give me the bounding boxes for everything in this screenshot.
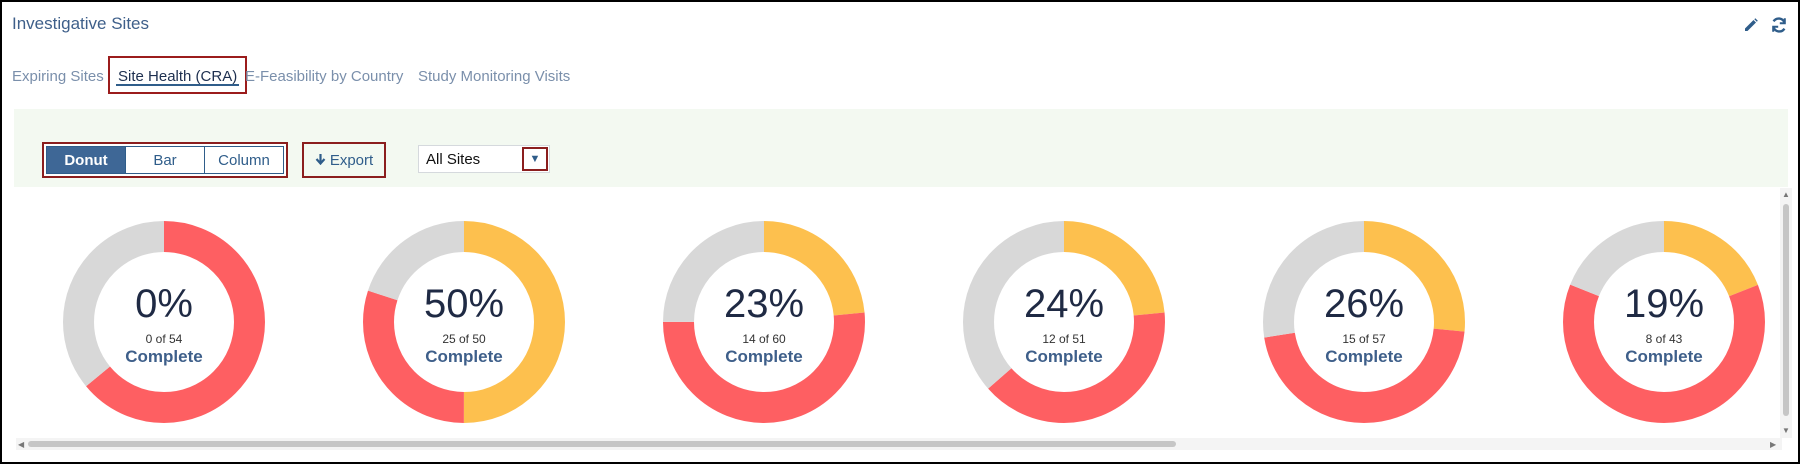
horizontal-scrollbar[interactable]: ◀ ▶ [16, 438, 1782, 450]
donut-chart: 0% 0 of 54 Complete [46, 204, 282, 438]
pencil-icon[interactable] [1740, 14, 1762, 36]
export-label: Export [329, 151, 374, 169]
donut-segment-red[interactable] [663, 221, 865, 423]
donut-segment-grey[interactable] [1563, 221, 1765, 423]
chart-type-toggle: Donut Bar Column [42, 142, 288, 178]
tab-e-feasibility-by-country[interactable]: E-Feasibility by Country [245, 68, 404, 85]
export-button[interactable]: Export [302, 142, 386, 178]
arrow-down-icon [315, 152, 326, 169]
scroll-left-icon[interactable]: ◀ [18, 440, 25, 449]
site-filter-select[interactable]: All Sites ▼ [418, 145, 550, 173]
donut-fraction: 12 of 51 [1042, 332, 1086, 346]
donut-segment-grey[interactable] [1263, 221, 1465, 423]
donut-segment-grey[interactable] [63, 221, 265, 423]
donut-segment-grey[interactable] [663, 221, 865, 423]
donut-chart: 23% 14 of 60 Complete [646, 204, 882, 438]
donut-ring [963, 221, 1165, 423]
scroll-up-icon[interactable]: ▲ [1782, 190, 1790, 199]
donut-segment-red[interactable] [1563, 221, 1765, 423]
site-filter-value: All Sites [426, 150, 481, 168]
vertical-scrollbar[interactable]: ▲ ▼ [1780, 188, 1792, 438]
donut-percent: 19% [1623, 282, 1705, 326]
tab-label: Site Health (CRA) [118, 68, 238, 85]
caret-down-icon[interactable]: ▼ [522, 147, 548, 171]
scroll-right-icon[interactable]: ▶ [1770, 440, 1777, 449]
donut-label: Complete [1325, 347, 1403, 366]
donut-percent: 50% [423, 282, 505, 326]
donut-percent: 26% [1323, 282, 1405, 326]
donut-label: Complete [1025, 347, 1103, 366]
donut-chart: 19% 8 of 43 Complete [1546, 204, 1782, 438]
donut-fraction: 8 of 43 [1645, 332, 1683, 346]
donut-segment-red[interactable] [1263, 221, 1465, 423]
donut-fraction: 14 of 60 [742, 332, 786, 346]
tab-site-health-cra[interactable]: Site Health (CRA) [108, 56, 248, 94]
donut-fraction: 15 of 57 [1342, 332, 1386, 346]
donut-ring [663, 221, 865, 423]
widget-title: Investigative Sites [12, 14, 150, 33]
tab-expiring-sites[interactable]: Expiring Sites [12, 68, 104, 85]
donut-ring [1263, 221, 1465, 423]
scroll-down-icon[interactable]: ▼ [1782, 426, 1790, 435]
donut-segment-grey[interactable] [363, 221, 565, 423]
donut-segment-red[interactable] [363, 221, 565, 423]
donut-percent: 0% [135, 282, 193, 326]
donut-segment-grey[interactable] [963, 221, 1165, 423]
vertical-scroll-thumb[interactable] [1783, 204, 1789, 416]
column-button[interactable]: Column [205, 146, 284, 174]
donut-label: Complete [725, 347, 803, 366]
donut-ring [363, 221, 565, 423]
bar-button[interactable]: Bar [126, 146, 205, 174]
donut-chart: 24% 12 of 51 Complete [946, 204, 1182, 438]
donut-fraction: 0 of 54 [145, 332, 183, 346]
donut-label: Complete [1625, 347, 1703, 366]
donut-button[interactable]: Donut [46, 146, 126, 174]
donut-fraction: 25 of 50 [442, 332, 486, 346]
donut-label: Complete [425, 347, 503, 366]
tab-study-monitoring-visits[interactable]: Study Monitoring Visits [418, 68, 571, 85]
horizontal-scroll-thumb[interactable] [28, 441, 1176, 447]
donut-percent: 23% [723, 282, 805, 326]
donut-chart-area: 0% 0 of 54 Complete 50% 25 of 50 Complet… [14, 188, 1782, 438]
donut-chart: 50% 25 of 50 Complete [346, 204, 582, 438]
donut-segment-red[interactable] [963, 221, 1165, 423]
donut-chart: 26% 15 of 57 Complete [1246, 204, 1482, 438]
active-tab-underline [116, 84, 240, 86]
donut-ring [1563, 221, 1765, 423]
donut-percent: 24% [1023, 282, 1105, 326]
chart-toolbar: Donut Bar Column Export All Sites ▼ [14, 109, 1788, 187]
donut-label: Complete [125, 347, 203, 366]
refresh-icon[interactable] [1768, 14, 1790, 36]
donut-ring [63, 221, 265, 423]
